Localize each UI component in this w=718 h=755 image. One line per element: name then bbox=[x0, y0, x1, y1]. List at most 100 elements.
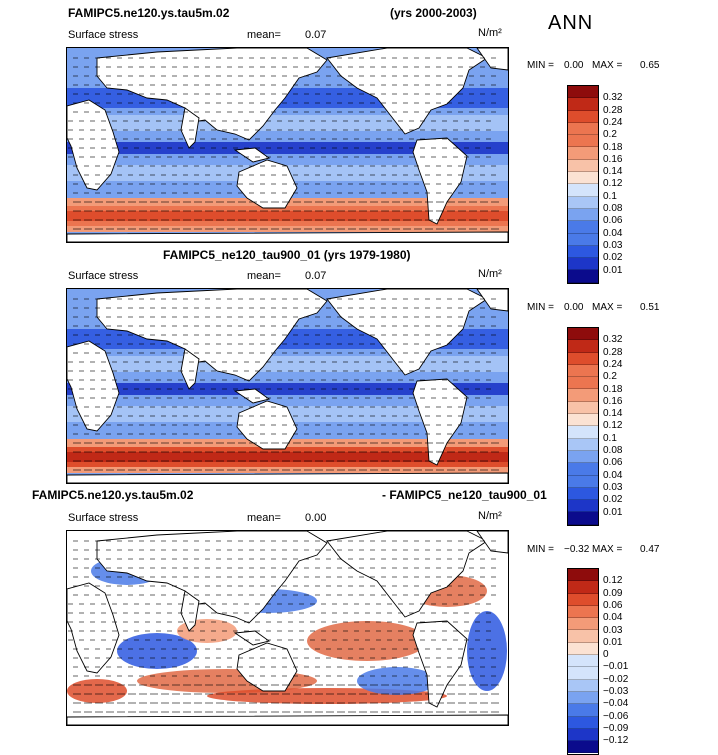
colorbar-swatch bbox=[568, 414, 598, 427]
panel1-units: N/m² bbox=[478, 27, 502, 39]
colorbar-tick-label: 0.04 bbox=[603, 612, 623, 624]
colorbar-tick-label: 0.12 bbox=[603, 178, 623, 190]
panel3-min-value: −0.32 bbox=[564, 544, 590, 555]
colorbar-swatch bbox=[568, 389, 598, 402]
stress-band bbox=[67, 383, 508, 395]
colorbar-swatch bbox=[568, 512, 598, 525]
panel3-mean-label: mean= bbox=[247, 512, 281, 524]
colorbar-swatch bbox=[568, 704, 598, 717]
continent bbox=[67, 99, 120, 191]
panel2-variable: Surface stress bbox=[68, 270, 139, 282]
colorbar-swatch bbox=[568, 642, 598, 656]
continent bbox=[67, 582, 120, 674]
colorbar-swatch bbox=[568, 716, 598, 729]
colorbar-tick-label: 0.04 bbox=[603, 469, 623, 481]
colorbar-tick-label: 0.03 bbox=[603, 624, 623, 636]
colorbar-swatch bbox=[568, 184, 598, 197]
colorbar-tick-label: 0.06 bbox=[603, 457, 623, 469]
panel3-map-svg bbox=[67, 531, 508, 725]
colorbar-tick-label: 0.16 bbox=[603, 153, 623, 165]
colorbar-swatch bbox=[568, 86, 598, 99]
continent bbox=[96, 289, 328, 382]
colorbar-swatch bbox=[568, 122, 598, 136]
colorbar-swatch bbox=[568, 196, 598, 209]
continent bbox=[67, 472, 508, 483]
colorbar-swatch bbox=[568, 233, 598, 246]
colorbar-swatch bbox=[568, 110, 598, 123]
panel2-map-svg bbox=[67, 289, 508, 483]
colorbar-tick-label: 0.2 bbox=[603, 129, 617, 141]
colorbar-tick-label: 0.02 bbox=[603, 494, 623, 506]
colorbar-swatch bbox=[568, 500, 598, 513]
stress-anomaly-region bbox=[67, 679, 127, 703]
panel1-min-label: MIN = bbox=[527, 60, 554, 71]
colorbar-tick-label: 0.24 bbox=[603, 116, 623, 128]
colorbar-swatch bbox=[568, 159, 598, 173]
colorbar-swatch bbox=[568, 352, 598, 365]
continent bbox=[96, 531, 328, 624]
colorbar-swatch bbox=[568, 401, 598, 415]
continent bbox=[180, 348, 200, 390]
continent bbox=[412, 137, 468, 225]
colorbar-tick-label: 0.16 bbox=[603, 395, 623, 407]
continent bbox=[236, 400, 298, 450]
colorbar-tick-label: 0.28 bbox=[603, 346, 623, 358]
panel3-map bbox=[66, 530, 509, 726]
panel1-mean-label: mean= bbox=[247, 29, 281, 41]
colorbar-swatch bbox=[568, 655, 598, 668]
continent bbox=[236, 642, 298, 692]
colorbar-swatch bbox=[568, 270, 598, 283]
stress-anomaly-region bbox=[357, 667, 437, 695]
colorbar-swatch bbox=[568, 135, 598, 148]
colorbar-swatch bbox=[568, 221, 598, 234]
panel2-mean-label: mean= bbox=[247, 270, 281, 282]
colorbar-swatch bbox=[568, 618, 598, 631]
panel2-title: FAMIPC5_ne120_tau900_01 (yrs 1979-1980) bbox=[163, 248, 411, 262]
colorbar-tick-label: 0.01 bbox=[603, 264, 623, 276]
colorbar-swatch bbox=[568, 741, 598, 754]
panel3-title-left: FAMIPC5.ne120.ys.tau5m.02 bbox=[32, 488, 194, 502]
southern-ocean-core bbox=[67, 211, 508, 221]
colorbar-swatch bbox=[568, 328, 598, 341]
panel2-min-value: 0.00 bbox=[564, 302, 584, 313]
panel1-colorbar: 0.32 0.28 0.24 0.2 0.18 0.16 0.14 0.12 0.1 0.08 0.… bbox=[567, 85, 622, 284]
colorbar-tick-label: −0.01 bbox=[603, 661, 629, 673]
colorbar-tick-label: 0.32 bbox=[603, 334, 623, 346]
continent bbox=[412, 620, 468, 708]
colorbar-tick-label: 0.09 bbox=[603, 587, 623, 599]
continent bbox=[326, 48, 488, 135]
colorbar-tick-label: 0.18 bbox=[603, 141, 623, 153]
colorbar-tick-label: 0.14 bbox=[603, 166, 623, 178]
stress-band bbox=[67, 142, 508, 154]
stress-anomaly-region bbox=[467, 611, 507, 691]
stress-band bbox=[67, 356, 508, 372]
colorbar-swatch bbox=[568, 581, 598, 594]
colorbar-swatch bbox=[568, 98, 598, 111]
colorbar-tick-label: 0.06 bbox=[603, 599, 623, 611]
continent bbox=[236, 159, 298, 209]
panel3-mean-value: 0.00 bbox=[305, 512, 327, 524]
continent bbox=[180, 590, 200, 632]
panel3-colorbar: 0.12 0.09 0.06 0.04 0.03 0.01 0 −0.01 −0.02 −0.03… bbox=[567, 568, 628, 755]
panel1-map bbox=[66, 47, 509, 243]
colorbar-tick-label: 0.18 bbox=[603, 383, 623, 395]
continent bbox=[476, 289, 508, 312]
continent bbox=[476, 48, 508, 71]
continent bbox=[326, 289, 488, 376]
colorbar-swatch bbox=[568, 667, 598, 680]
panel3-units: N/m² bbox=[478, 510, 502, 522]
colorbar-tick-label: 0.1 bbox=[603, 432, 617, 444]
continent bbox=[96, 48, 328, 141]
colorbar-swatch bbox=[568, 679, 598, 692]
colorbar-swatch bbox=[568, 364, 598, 378]
panel2-colorbar: 0.32 0.28 0.24 0.2 0.18 0.16 0.14 0.12 0.1 0.08 0.… bbox=[567, 327, 622, 526]
colorbar-tick-label: −0.09 bbox=[603, 722, 629, 734]
panel3-max-value: 0.47 bbox=[640, 544, 660, 555]
southern-ocean-core bbox=[67, 452, 508, 462]
colorbar-swatch bbox=[568, 463, 598, 476]
colorbar-tick-label: 0.03 bbox=[603, 481, 623, 493]
colorbar-tick-label: 0.14 bbox=[603, 408, 623, 420]
colorbar-tick-label: 0.03 bbox=[603, 239, 623, 251]
colorbar-tick-label: 0.1 bbox=[603, 190, 617, 202]
continent bbox=[412, 378, 468, 466]
